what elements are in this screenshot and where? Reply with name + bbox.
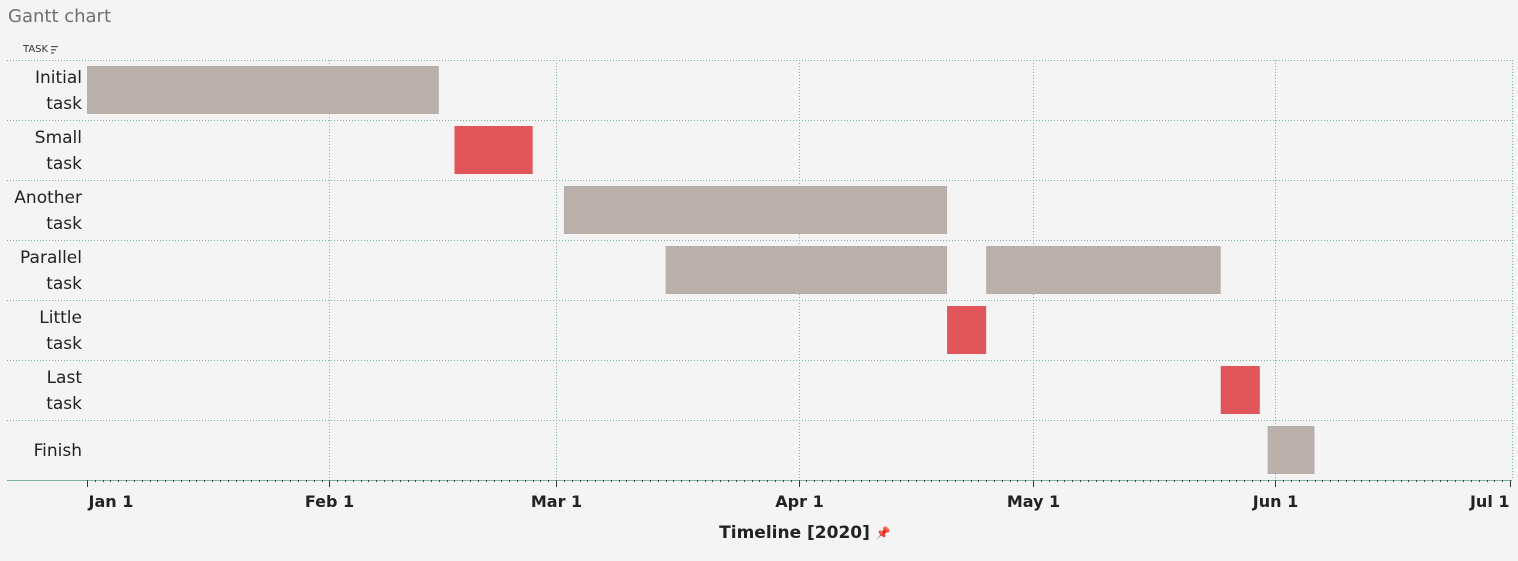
row-label-line: Another [14, 188, 82, 208]
x-tick-label: Mar 1 [531, 492, 582, 511]
row-label-line: task [46, 274, 82, 294]
row-labels: Initial task Small task Another task Parallel t… [14, 68, 82, 461]
task-bar [1220, 366, 1260, 414]
row-label-line: task [46, 214, 82, 234]
pin-icon[interactable]: 📌 [875, 526, 891, 540]
task-bar [986, 246, 1221, 294]
x-tick-label: Apr 1 [775, 492, 823, 511]
row-label-line: Parallel [20, 248, 82, 268]
task-bar [665, 246, 948, 294]
row-label-line: task [46, 334, 82, 354]
row-label-line: Initial [35, 68, 82, 88]
x-tick-label: Jun 1 [1252, 492, 1298, 511]
task-axis-header[interactable]: TASK [23, 44, 59, 55]
row-label-line: Little [39, 308, 82, 328]
row-label-line: task [46, 394, 82, 414]
x-tick-label: Feb 1 [305, 492, 354, 511]
row-label: Finish [34, 441, 82, 461]
task-bar [87, 66, 439, 114]
row-label: Parallel task [20, 248, 82, 294]
task-bar [563, 186, 948, 234]
row-label: Another task [14, 188, 82, 234]
x-axis-title: Timeline [2020] 📌 [0, 523, 1518, 543]
row-label-line: Last [47, 368, 83, 388]
row-label-line: Small [35, 128, 82, 148]
row-label: Last task [46, 368, 82, 414]
chart-title: Gantt chart [8, 6, 112, 27]
row-label-line: task [46, 154, 82, 174]
task-bars [87, 66, 1315, 474]
row-label: Initial task [35, 68, 82, 114]
grid-lines [7, 60, 1513, 481]
row-label: Small task [35, 128, 82, 174]
x-axis: Jan 1 Feb 1 Mar 1 Apr 1 May 1 Jun 1 Jul 1 [87, 480, 1511, 511]
task-bar [454, 126, 533, 174]
sort-descending-icon[interactable] [51, 45, 59, 54]
x-tick-label: Jan 1 [88, 492, 134, 511]
task-bar [947, 306, 987, 354]
x-tick-label: May 1 [1007, 492, 1060, 511]
task-bar [1267, 426, 1315, 474]
x-axis-title-text: Timeline [2020] [719, 523, 870, 543]
task-header-label: TASK [23, 44, 49, 55]
x-tick-label: Jul 1 [1469, 492, 1510, 511]
row-label: Little task [39, 308, 82, 354]
row-label-line: task [46, 94, 82, 114]
